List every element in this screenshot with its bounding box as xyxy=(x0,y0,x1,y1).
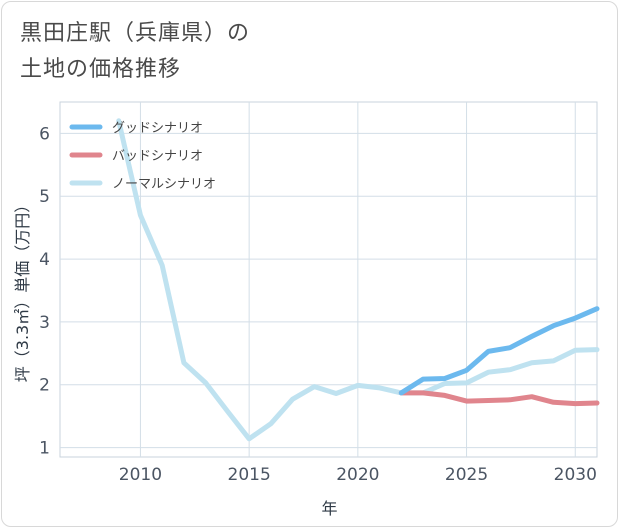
y-axis-title: 坪（3.3㎡）単価（万円） xyxy=(13,197,32,382)
x-axis-title: 年 xyxy=(321,499,337,518)
y-tick-label: 2 xyxy=(39,376,50,396)
title-line-1: 黒田庄駅（兵庫県）の xyxy=(20,21,251,46)
legend-label-2: ノーマルシナリオ xyxy=(112,177,216,192)
series-line-1 xyxy=(398,390,600,407)
x-tick-label: 2025 xyxy=(445,465,488,485)
legend-label-1: バッドシナリオ xyxy=(112,149,203,164)
x-tick-label: 2020 xyxy=(336,465,379,485)
x-tick-label: 2010 xyxy=(119,465,162,485)
title-line-2: 土地の価格推移 xyxy=(20,57,182,82)
y-tick-label: 4 xyxy=(39,250,50,270)
series-line-0 xyxy=(398,306,600,396)
x-tick-label: 2015 xyxy=(228,465,271,485)
chart-title: 黒田庄駅（兵庫県）の 土地の価格推移 xyxy=(20,16,250,88)
y-tick-label: 6 xyxy=(39,124,50,144)
y-tick-label: 3 xyxy=(39,313,50,333)
y-tick-label: 1 xyxy=(39,439,50,459)
y-tick-label: 5 xyxy=(39,187,50,207)
x-tick-label: 2030 xyxy=(554,465,597,485)
legend-label-0: グッドシナリオ xyxy=(112,121,203,136)
series-line-2 xyxy=(116,118,600,442)
